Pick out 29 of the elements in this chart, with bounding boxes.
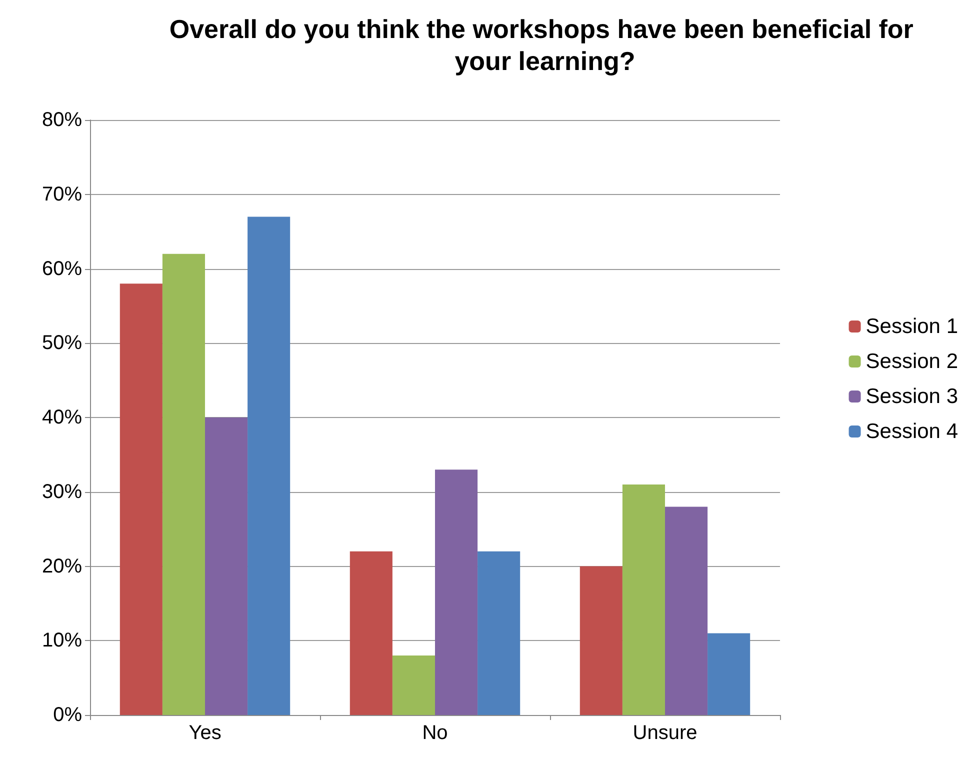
y-tick-label: 10% [42,630,82,652]
chart-title: Overall do you think the workshops have been beneficial for your learning? [169,14,921,76]
y-tick-label: 0% [53,704,82,726]
y-tick-label: 30% [42,480,82,503]
legend-label: Session 3 [866,385,958,408]
bar [120,284,162,715]
x-tick-label: No [422,722,448,744]
y-tick-label: 20% [42,555,82,578]
bar [392,656,435,715]
bar [205,418,248,715]
bar [708,633,750,715]
bar [435,470,478,715]
bar [665,506,708,715]
legend-label: Session 1 [866,315,958,338]
bar [478,551,520,715]
bar [162,254,205,715]
y-tick-label: 80% [42,109,82,131]
legend-label: Session 2 [866,350,958,373]
bar [622,484,665,715]
bar [580,566,622,715]
bar [248,216,290,715]
y-tick-label: 70% [42,183,82,206]
y-tick-label: 60% [42,258,82,280]
bar [350,551,392,715]
legend-label: Session 4 [866,420,958,443]
x-tick-label: Yes [188,722,222,744]
y-tick-label: 40% [42,406,82,428]
y-tick-label: 50% [42,332,82,354]
x-tick-label: Unsure [632,722,698,744]
